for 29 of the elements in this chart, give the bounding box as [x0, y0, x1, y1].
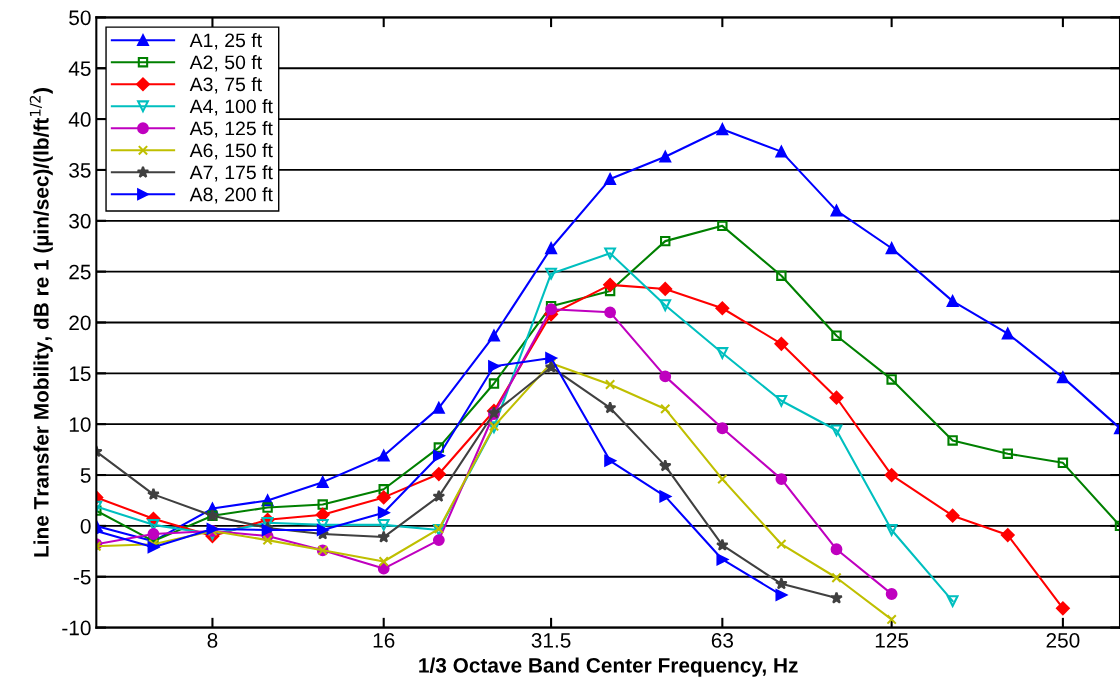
legend-label: A3, 75 ft — [189, 76, 262, 94]
legend-label: A1, 25 ft — [189, 32, 262, 50]
y-tick-label: -5 — [73, 569, 91, 585]
y-tick-label: 10 — [69, 417, 91, 432]
legend-label: A7, 175 ft — [189, 165, 273, 182]
y-tick-label: 40 — [68, 112, 91, 127]
x-tick-label: 8 — [207, 633, 218, 648]
x-tick-label: 16 — [373, 633, 395, 648]
legend-label: A6, 150 ft — [189, 143, 273, 160]
y-tick-label: 15 — [69, 366, 91, 382]
legend-label: A4, 100 ft — [189, 99, 273, 116]
x-tick-label: 63 — [711, 633, 734, 648]
x-tick-label: 31.5 — [531, 633, 571, 648]
x-tick-label: 125 — [875, 633, 909, 648]
y-tick-label: 30 — [69, 213, 91, 229]
y-tick-label: 50 — [69, 10, 91, 26]
legend-label: A5, 125 ft — [189, 121, 273, 138]
legend-label: A2, 50 ft — [189, 54, 262, 72]
x-tick-label: 250 — [1046, 633, 1080, 648]
y-tick-label: 20 — [69, 315, 91, 331]
legend-label: A8, 200 ft — [189, 187, 273, 204]
y-tick-label: 5 — [80, 468, 91, 483]
y-tick-label: -10 — [62, 620, 91, 636]
y-tick-label: 35 — [69, 162, 91, 178]
y-tick-label: 45 — [68, 61, 91, 76]
y-tick-label: 25 — [69, 264, 91, 280]
x-axis-title: 1/3 Octave Band Center Frequency, Hz — [419, 657, 798, 677]
y-axis-title: Line Transfer Mobility, dB re 1 (µin/sec)/(lb/ft$^{1/2}$) — [29, 88, 53, 557]
y-tick-label: 0 — [80, 518, 91, 534]
